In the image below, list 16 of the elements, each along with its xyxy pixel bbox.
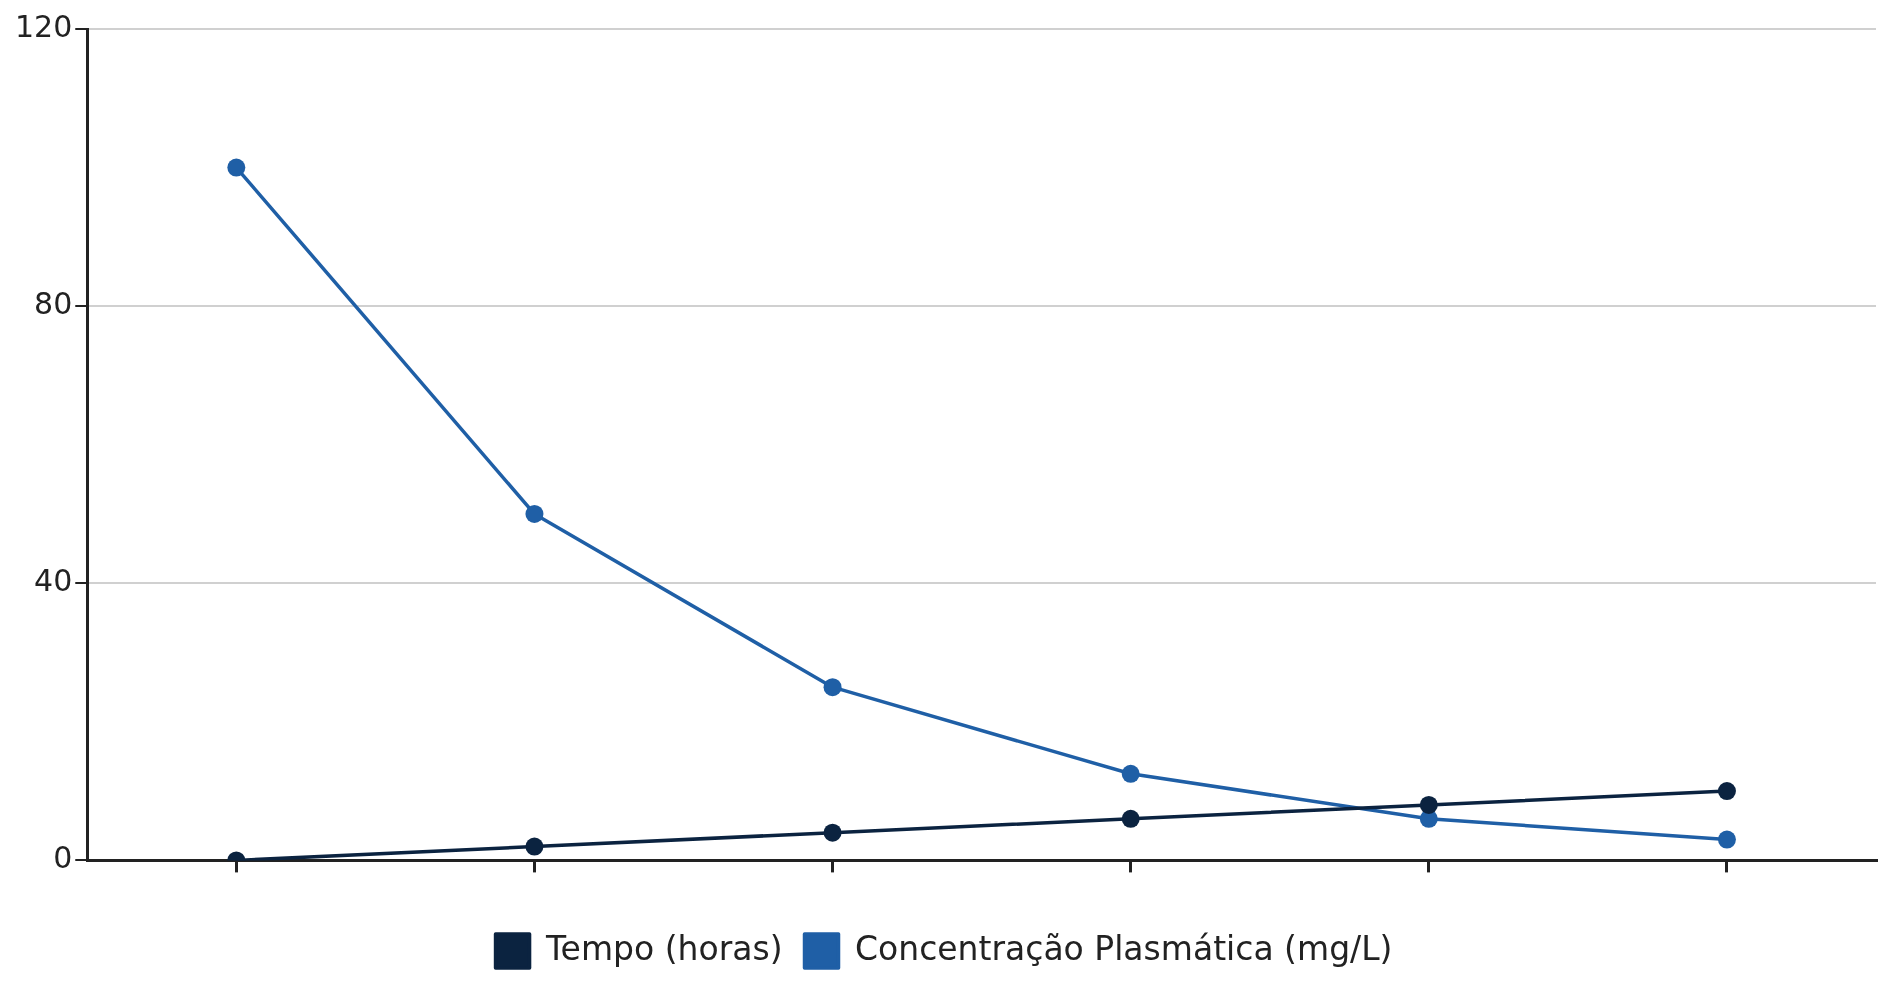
y-tick-label: 40 (34, 563, 73, 599)
y-tick-label: 80 (34, 285, 73, 321)
point (525, 837, 544, 856)
point (1121, 764, 1140, 783)
point (823, 678, 842, 697)
point (1419, 795, 1438, 814)
y-tick-label: 120 (15, 8, 73, 44)
point (1121, 809, 1140, 828)
point (823, 823, 842, 842)
point (227, 158, 246, 177)
point (1717, 830, 1736, 849)
y-tick-label: 0 (53, 840, 73, 876)
point (525, 504, 544, 523)
legend-label: Concentração Plasmática (mg/L) (855, 928, 1393, 968)
point (1717, 782, 1736, 801)
legend-label: Tempo (horas) (545, 928, 783, 968)
